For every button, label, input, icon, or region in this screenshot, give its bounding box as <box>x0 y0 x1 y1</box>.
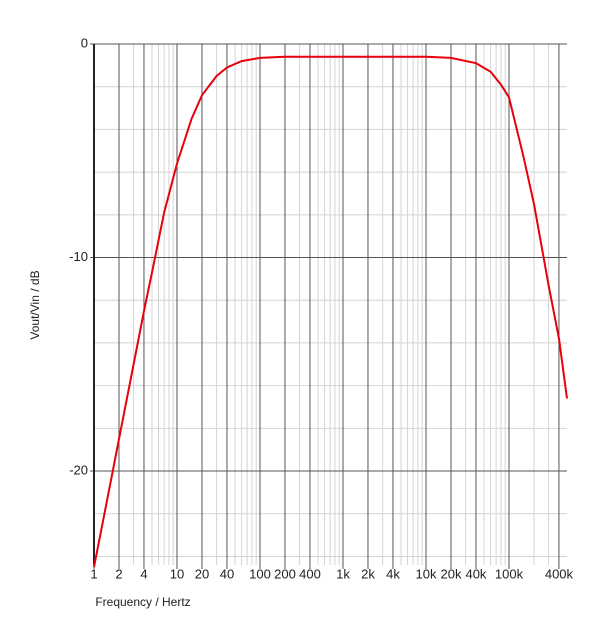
x-tick-label: 4 <box>140 566 147 581</box>
y-tick-label: -20 <box>69 462 88 477</box>
x-tick-label: 10 <box>170 566 184 581</box>
x-tick-label: 400k <box>545 566 574 581</box>
y-axis-label: Vout/Vin / dB <box>28 270 42 339</box>
x-tick-label: 40 <box>220 566 234 581</box>
x-tick-label: 20 <box>195 566 209 581</box>
x-tick-label: 400 <box>299 566 321 581</box>
x-tick-label: 100k <box>495 566 524 581</box>
line <box>93 55 568 568</box>
x-tick-label: 200 <box>274 566 296 581</box>
x-tick-label: 1k <box>336 566 350 581</box>
y-tick-label: 0 <box>81 35 88 50</box>
x-tick-label: 10k <box>416 566 437 581</box>
x-tick-label: 40k <box>465 566 486 581</box>
x-tick-label: 2 <box>115 566 122 581</box>
x-tick-label: 20k <box>440 566 461 581</box>
x-tick-label: 2k <box>361 566 375 581</box>
y-tick-label: -10 <box>69 249 88 264</box>
x-tick-label: 4k <box>386 566 400 581</box>
x-tick-label: 100 <box>249 566 271 581</box>
x-axis-label: Frequency / Hertz <box>95 595 190 609</box>
x-tick-label: 1 <box>90 566 97 581</box>
